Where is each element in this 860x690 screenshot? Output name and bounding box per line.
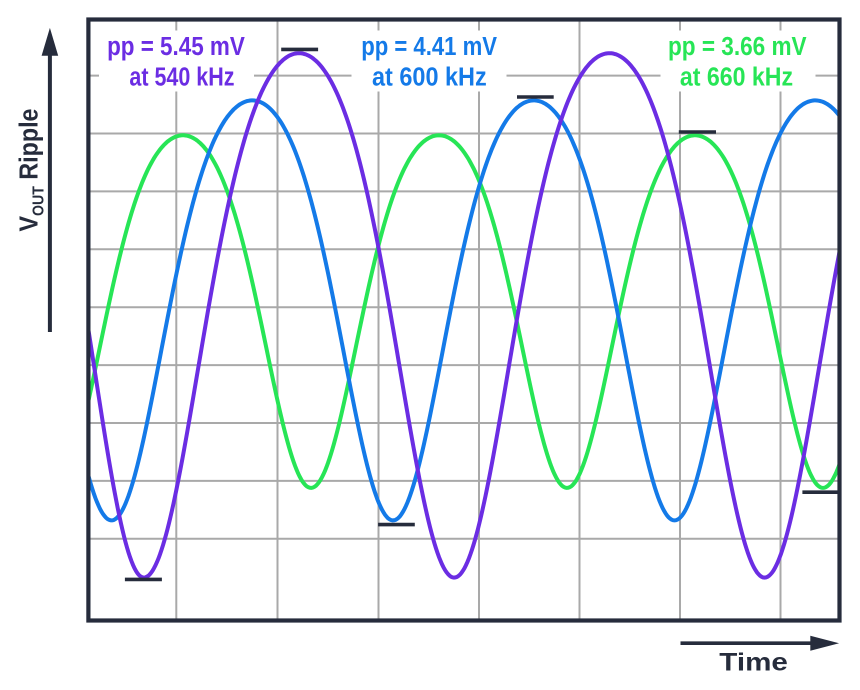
svg-text:Time: Time xyxy=(719,649,788,676)
svg-text:at 540 kHz: at 540 kHz xyxy=(129,64,234,92)
svg-text:VOUT Ripple: VOUT Ripple xyxy=(15,108,47,231)
svg-text:at 660 kHz: at 660 kHz xyxy=(680,64,793,92)
svg-text:pp = 5.45 mV: pp = 5.45 mV xyxy=(107,33,245,61)
svg-text:pp = 4.41 mV: pp = 4.41 mV xyxy=(361,33,497,61)
svg-text:at 600 kHz: at 600 kHz xyxy=(372,64,487,92)
svg-text:pp = 3.66 mV: pp = 3.66 mV xyxy=(668,33,807,61)
